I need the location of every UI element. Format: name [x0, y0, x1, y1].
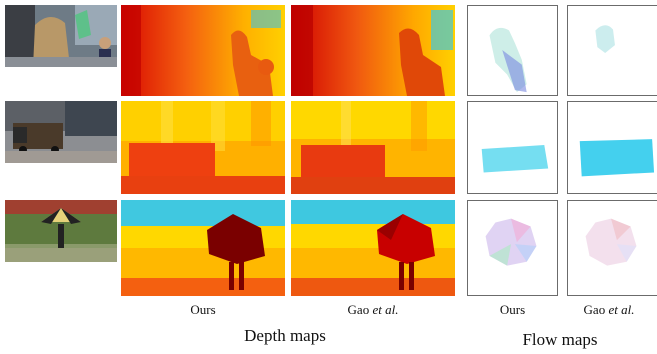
column-label-depth-gao: Gao et al.: [347, 302, 399, 317]
depth-gao-row3: [291, 200, 455, 296]
flow-ours-row1: [467, 5, 558, 96]
flow-gao-row1: [567, 5, 657, 96]
depth-ours-row1: [121, 5, 285, 96]
input-image-row2: [5, 101, 117, 163]
flow-gao-row3: [567, 200, 657, 296]
column-label-flow-gao: Gao et al.: [583, 302, 635, 317]
flow-gao-row2: [567, 101, 657, 194]
depth-ours-row2: [121, 101, 285, 194]
column-label-depth-ours: Ours: [190, 302, 216, 317]
input-image-row3: [5, 200, 117, 262]
section-title-flow: Flow maps: [522, 330, 598, 349]
section-title-depth: Depth maps: [244, 326, 326, 345]
depth-gao-row1: [291, 5, 455, 96]
flow-ours-row2: [467, 101, 558, 194]
flow-ours-row3: [467, 200, 558, 296]
column-label-flow-ours: Ours: [499, 302, 526, 317]
input-image-row1: [5, 5, 117, 67]
depth-gao-row2: [291, 101, 455, 194]
depth-ours-row3: [121, 200, 285, 296]
